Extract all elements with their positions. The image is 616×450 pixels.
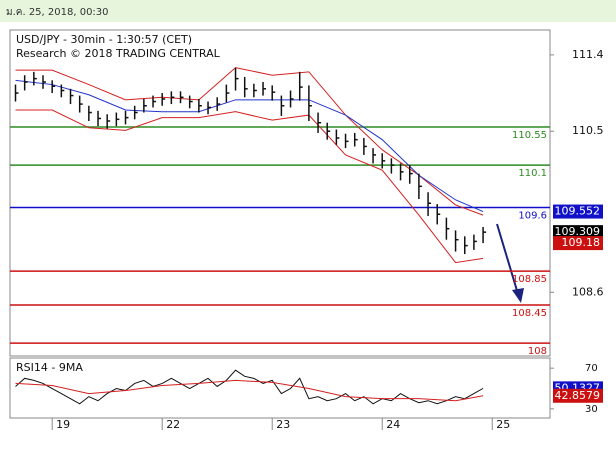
y-tick-label: 108.6 (572, 285, 604, 298)
level-label: 108.45 (512, 308, 547, 319)
forecast-arrow (496, 223, 519, 295)
level-label: 108.85 (512, 274, 547, 285)
rsi-line (15, 369, 484, 405)
y-tick-label: 30 (585, 404, 598, 415)
value-box (553, 388, 603, 403)
value-box-label: 109.18 (562, 236, 601, 249)
chart-title: USD/JPY - 30min - 1:30:57 (CET) (16, 33, 192, 46)
value-box (553, 225, 603, 240)
band-line (15, 109, 484, 264)
level-label: 110.1 (518, 168, 547, 179)
x-tick-label: 25 (496, 418, 510, 431)
chart-subtitle: Research © 2018 TRADING CENTRAL (16, 47, 221, 60)
x-tick-label: 24 (386, 418, 400, 431)
y-tick-label: 110.5 (572, 124, 604, 137)
header-date: ม.ค. 25, 2018, 00:30 (6, 7, 109, 18)
value-box-label: 42.8579 (555, 389, 601, 402)
value-box (553, 236, 603, 251)
value-box-label: 109.309 (555, 225, 601, 238)
header-bar (0, 0, 616, 22)
value-box-label: 109.552 (555, 205, 601, 218)
arrow-head (512, 288, 524, 303)
x-tick-label: 22 (166, 418, 180, 431)
level-label: 109.6 (518, 210, 547, 221)
level-label: 110.55 (512, 130, 547, 141)
band-line (15, 67, 484, 216)
y-tick-label: 70 (585, 363, 598, 374)
x-tick-label: 19 (56, 418, 70, 431)
rsi-line (15, 379, 484, 402)
rsi-title: RSI14 - 9MA (16, 361, 83, 374)
y-tick-label: 111.4 (572, 48, 604, 61)
price-panel (9, 29, 551, 357)
x-tick-label: 23 (276, 418, 290, 431)
band-line (15, 79, 484, 213)
level-label: 108 (528, 346, 547, 357)
value-box (553, 204, 603, 219)
